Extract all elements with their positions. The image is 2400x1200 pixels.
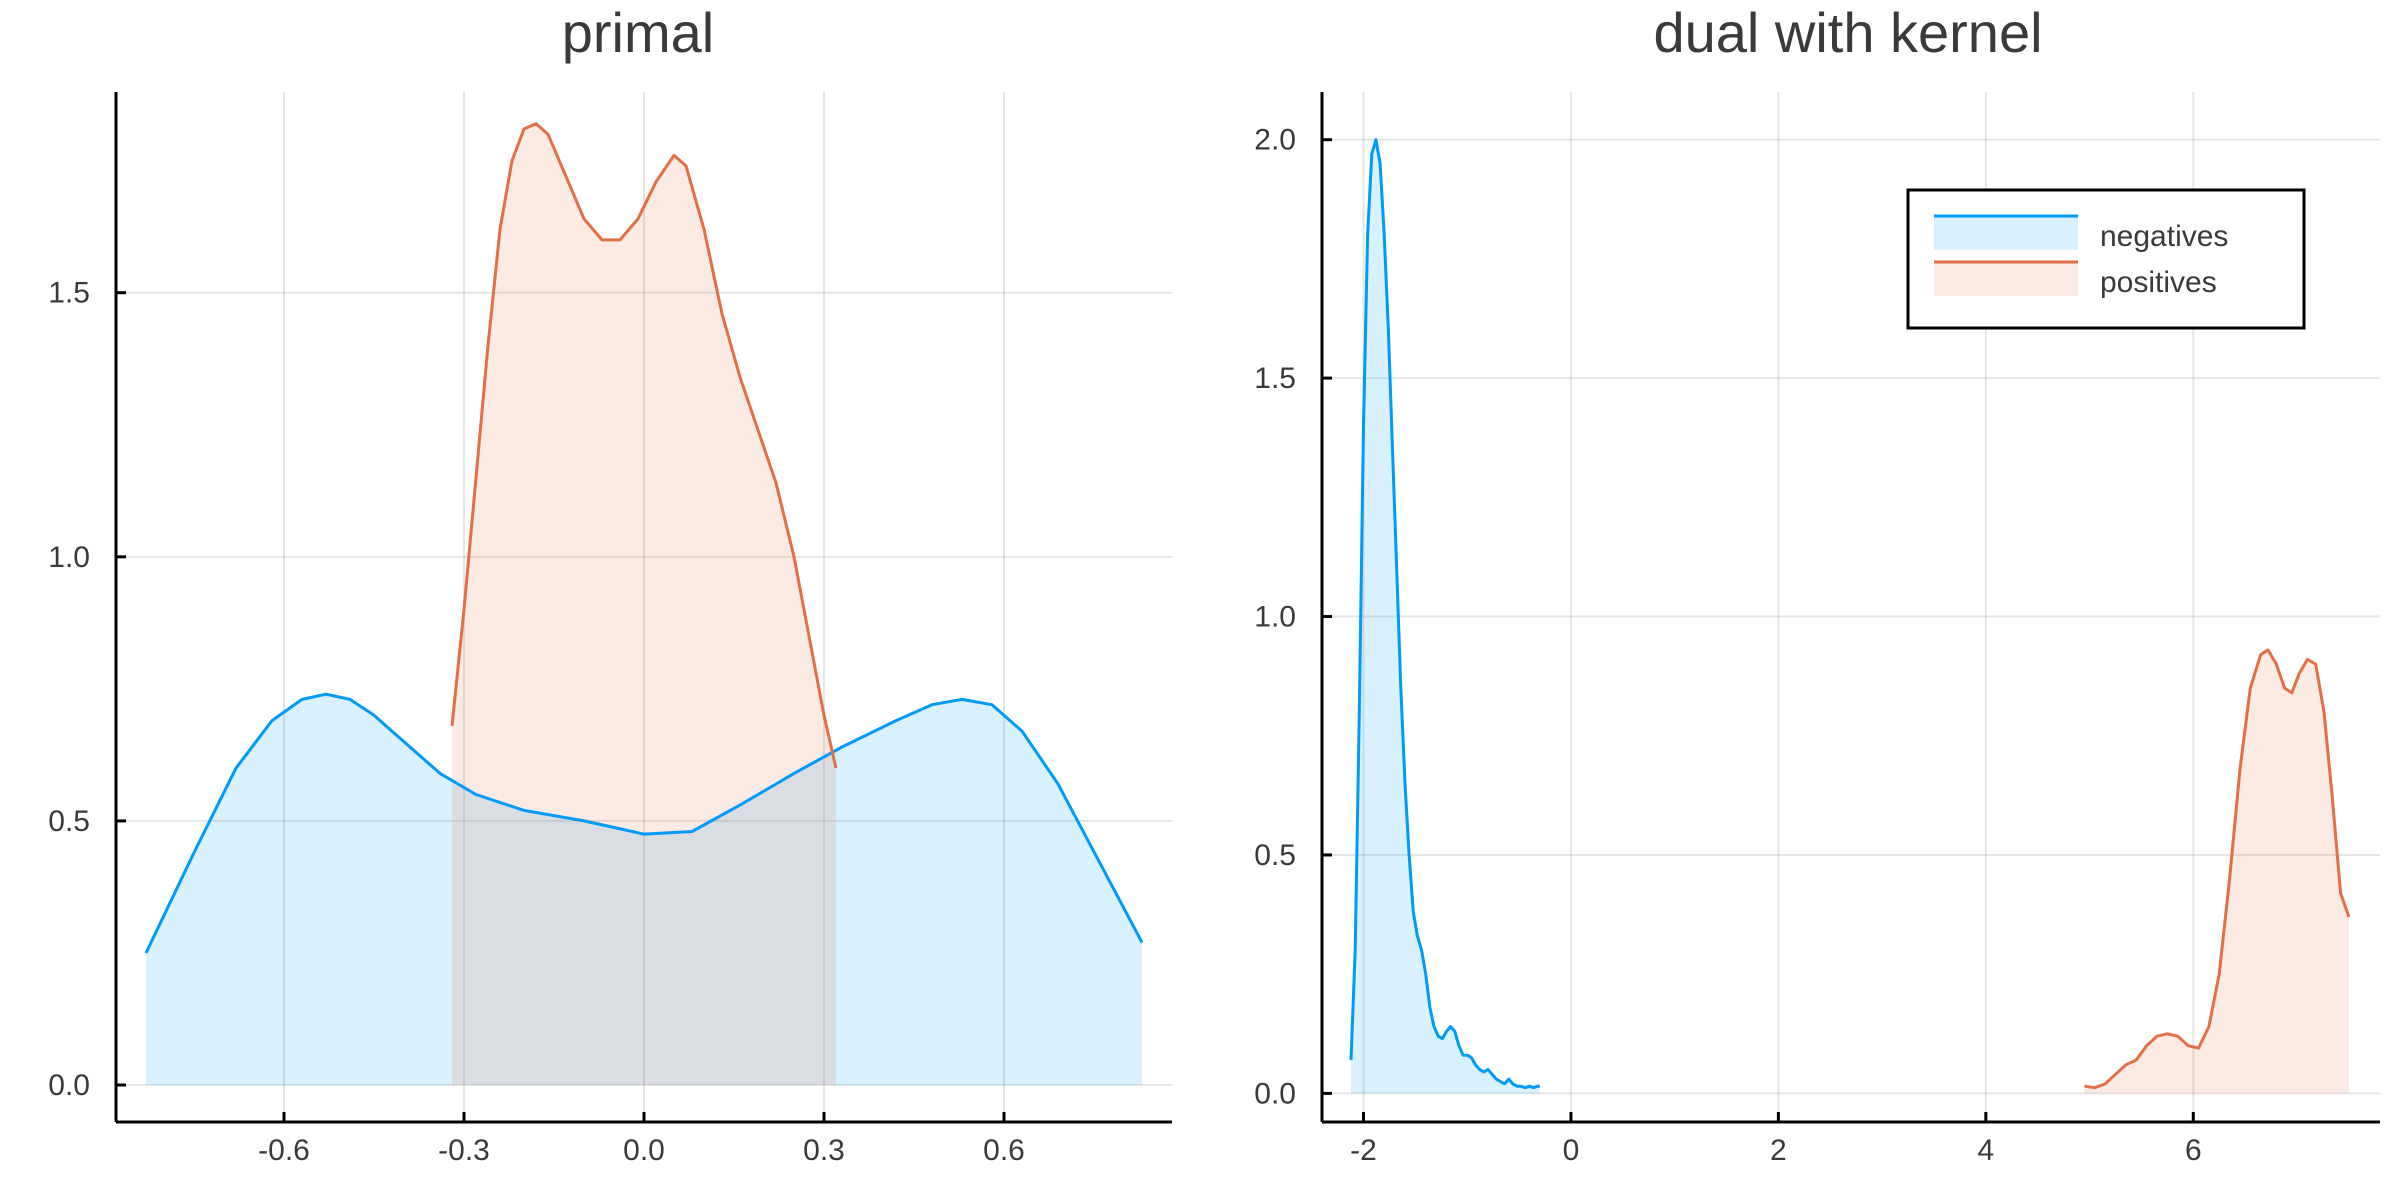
dual-y-tick-label: 1.5 (1254, 362, 1296, 395)
primal-negatives-area (146, 694, 1142, 1085)
dual-y-tick-label: 0.5 (1254, 839, 1296, 872)
primal-y-tick-label: 1.0 (48, 541, 90, 574)
primal-x-tick-label: -0.6 (258, 1134, 310, 1167)
primal-y-tick-label: 1.5 (48, 277, 90, 310)
legend-label-negatives: negatives (2100, 220, 2228, 253)
dual-positives-line (2084, 648, 2351, 1090)
dual-y-tick-label: 2.0 (1254, 124, 1296, 157)
dual-negatives-line (1349, 138, 1540, 1090)
legend-swatch-negatives (1934, 216, 2078, 250)
dual-negatives-area (1351, 139, 1540, 1094)
dual-with-kernel-panel: dual with kernel -2 0 2 4 6 0.0 0.5 1.0 1.5 2.0 ne… (1254, 1, 2380, 1167)
legend-label-positives: positives (2100, 266, 2217, 299)
primal-negatives-line (144, 692, 1144, 954)
primal-positives-line (450, 122, 838, 769)
dual-y-tick-label: 0.0 (1254, 1077, 1296, 1110)
dual-x-tick-label: 2 (1770, 1134, 1787, 1167)
primal-x-tick-label: -0.3 (438, 1134, 490, 1167)
primal-positives-area (452, 123, 836, 1085)
legend: negatives positives (1906, 188, 2306, 330)
primal-x-tick-label: 0.0 (623, 1134, 665, 1167)
primal-x-tick-label: 0.3 (803, 1134, 845, 1167)
primal-title: primal (562, 1, 714, 64)
dual-positives-area (2084, 649, 2349, 1094)
legend-swatch-positives (1934, 262, 2078, 296)
primal-x-tick-label: 0.6 (983, 1134, 1025, 1167)
dual-x-tick-label: 6 (2185, 1134, 2202, 1167)
dual-x-tick-label: 0 (1563, 1134, 1580, 1167)
dual-x-tick-label: 4 (1977, 1134, 1994, 1167)
primal-y-tick-label: 0.5 (48, 805, 90, 838)
dual-y-tick-label: 1.0 (1254, 601, 1296, 634)
primal-y-tick-label: 0.0 (48, 1069, 90, 1102)
primal-panel: primal -0.6 -0.3 0.0 0.3 0.6 0.0 0.5 1.0 1.5 (48, 1, 1172, 1167)
legend-box (1906, 188, 2306, 330)
dual-with-kernel-title: dual with kernel (1653, 1, 2042, 64)
dual-x-tick-label: -2 (1350, 1134, 1377, 1167)
